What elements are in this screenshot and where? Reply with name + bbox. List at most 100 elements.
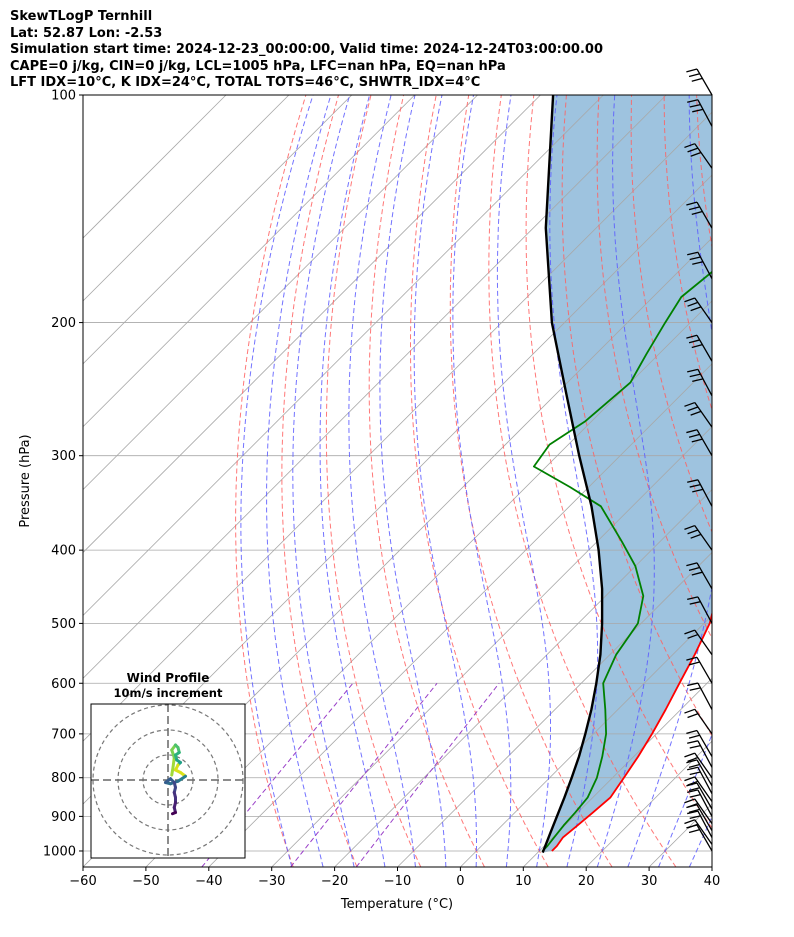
- wind-barb-flag: [688, 566, 700, 571]
- moist-adiabat: [266, 95, 332, 867]
- wind-barb-shaft: [697, 766, 713, 795]
- inset-title: Wind Profile: [127, 671, 210, 685]
- hodograph-segment: [176, 774, 187, 783]
- location-line: Lat: 52.87 Lon: -2.53: [10, 25, 163, 41]
- wind-barb: [684, 819, 713, 845]
- parcel-profile-line: [541, 95, 604, 854]
- y-tick-label: 300: [51, 449, 76, 464]
- dry-adiabat: [449, 95, 613, 867]
- wind-barb-flag: [692, 261, 704, 265]
- wind-barb: [686, 334, 713, 362]
- isotherm-line: [208, 363, 712, 867]
- wind-barb: [686, 759, 713, 787]
- wind-barb-flag: [691, 77, 703, 82]
- wind-barb-flag: [689, 771, 701, 776]
- wind-barb-flag: [692, 108, 704, 113]
- chart-header: SkewTLogP Ternhill Lat: 52.87 Lon: -2.53…: [10, 9, 603, 92]
- wind-barb: [687, 368, 713, 397]
- wind-barb-flag: [686, 429, 698, 434]
- mixing-ratio-line: [355, 682, 500, 867]
- wind-barb-flag: [688, 73, 700, 78]
- isotherm-line: [334, 489, 712, 867]
- isotherm-line: [523, 677, 712, 867]
- wind-barb-flag: [691, 210, 703, 215]
- isotherm-line: [145, 300, 712, 867]
- wind-barb-flag: [689, 373, 701, 378]
- wind-barb-flag: [684, 524, 696, 530]
- wind-barb-flag: [684, 776, 696, 782]
- wind-barb: [687, 99, 713, 127]
- mixing-ratio-line: [201, 682, 354, 867]
- dry-adiabat: [561, 95, 712, 737]
- wind-barb-flag: [687, 479, 699, 483]
- x-tick-label: −20: [321, 874, 348, 889]
- moist-adiabat: [348, 95, 416, 867]
- x-tick-label: 30: [641, 874, 658, 889]
- wind-barb-flag: [689, 815, 701, 819]
- wind-barb-flag: [687, 251, 699, 256]
- wind-barb-flag: [684, 297, 696, 303]
- dry-adiabat: [663, 95, 712, 412]
- wind-barb-flag: [686, 562, 698, 567]
- wind-barb-flag: [690, 306, 702, 312]
- wind-barb-flag: [689, 744, 701, 749]
- wind-barb-flag: [691, 571, 703, 576]
- wind-barb: [687, 682, 713, 710]
- isotherm-line: [83, 95, 290, 302]
- wind-barb: [684, 297, 713, 323]
- wind-barb: [687, 740, 713, 768]
- dry-adiabat: [596, 95, 712, 640]
- wind-barb-flag: [687, 406, 699, 412]
- moist-adiabat: [452, 95, 512, 867]
- dewpoint-profile-line: [533, 270, 712, 852]
- dry-adiabat: [762, 95, 794, 867]
- wind-barb-flag: [691, 343, 703, 349]
- y-tick-label: 900: [51, 810, 76, 825]
- wind-barb-flag: [684, 708, 696, 714]
- moist-adiabat: [319, 95, 386, 867]
- inset-plot: [91, 704, 245, 858]
- wind-barb-flag: [688, 787, 700, 792]
- isotherm-line: [271, 426, 712, 867]
- isotherm-line: [83, 95, 604, 616]
- wind-barb-flag: [686, 729, 698, 735]
- dry-adiabat: [368, 95, 485, 867]
- wind-barb-flag: [687, 780, 699, 786]
- wind-barb-flag: [690, 533, 702, 539]
- wind-barb-flag: [687, 596, 699, 601]
- y-tick-label: 800: [51, 771, 76, 786]
- y-tick-label: 200: [51, 316, 76, 331]
- cape-cin-shading: [542, 95, 712, 853]
- x-tick-label: −60: [69, 874, 96, 889]
- mixing-ratio-line: [290, 682, 438, 867]
- x-tick-label: 0: [456, 874, 464, 889]
- wind-barb: [687, 810, 713, 838]
- wind-barb: [687, 766, 713, 795]
- wind-barb-flag: [686, 68, 698, 73]
- wind-barb: [684, 629, 713, 656]
- wind-barb-flag: [687, 766, 699, 771]
- wind-barb-flag: [689, 103, 701, 108]
- wind-barb-flag: [684, 629, 696, 635]
- moist-adiabat: [720, 95, 794, 867]
- inset-subtitle: 10m/s increment: [114, 686, 223, 700]
- wind-barb-shaft: [696, 824, 713, 852]
- x-tick-label: −10: [384, 874, 411, 889]
- wind-barb-flag: [689, 687, 701, 691]
- wind-barb: [684, 401, 713, 428]
- wind-barb-flag: [684, 798, 696, 804]
- wind-barb-flag: [684, 401, 696, 407]
- wind-barb-flag: [687, 368, 699, 373]
- y-tick-label: 500: [51, 617, 76, 632]
- wind-barb-flag: [688, 829, 700, 834]
- y-tick-label: 1000: [43, 844, 76, 859]
- dry-adiabat: [410, 95, 549, 867]
- wind-barb: [687, 789, 713, 817]
- dry-adiabat: [488, 95, 677, 867]
- wind-barb-flag: [687, 529, 699, 535]
- wind-barb-flag: [692, 488, 704, 493]
- wind-barb: [684, 143, 713, 169]
- dry-adiabat: [281, 95, 358, 867]
- wind-barb-flag: [688, 339, 700, 344]
